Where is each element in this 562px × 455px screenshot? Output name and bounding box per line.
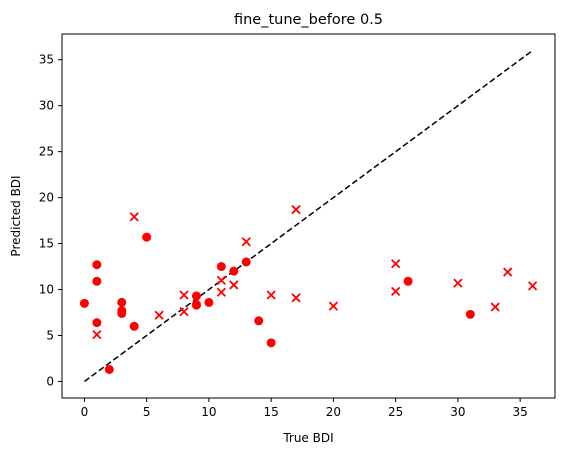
y-tick-label: 35	[39, 53, 54, 67]
plot-frame	[61, 33, 556, 399]
y-tick-label: 25	[39, 145, 54, 159]
x-marker-point	[191, 295, 202, 305]
circle-point	[79, 298, 89, 308]
x-tick-label: 5	[143, 405, 151, 419]
x-marker-point	[154, 310, 164, 320]
x-marker-point	[291, 293, 301, 303]
x-marker-point	[453, 278, 463, 288]
y-tick-label: 30	[39, 99, 54, 113]
circle-point	[204, 297, 214, 307]
x-marker-point	[129, 212, 139, 222]
x-tick-label: 25	[388, 405, 403, 419]
y-tick-label: 10	[39, 283, 54, 297]
x-marker-point	[229, 280, 239, 290]
circle-point	[117, 308, 127, 318]
y-tick-label: 0	[46, 374, 54, 388]
x-marker-point	[328, 301, 339, 311]
circle-point	[142, 232, 152, 242]
circle-point	[92, 260, 102, 270]
x-marker-point	[216, 287, 226, 297]
circle-point	[117, 297, 127, 307]
x-tick-label: 10	[201, 405, 216, 419]
x-axis-label: True BDI	[282, 431, 333, 445]
circle-point	[403, 276, 413, 286]
circle-point	[266, 338, 276, 348]
circle-point	[92, 318, 102, 328]
x-marker-point	[490, 302, 500, 312]
x-marker-point	[179, 306, 189, 317]
data-points	[79, 204, 538, 375]
y-axis-label: Predicted BDI	[9, 175, 23, 256]
x-marker-point	[241, 237, 251, 247]
circle-point	[229, 266, 239, 276]
circle-point	[129, 321, 139, 331]
x-tick-label: 35	[513, 405, 528, 419]
circle-point	[92, 276, 102, 286]
circle-point	[241, 257, 251, 267]
circle-point	[465, 309, 475, 319]
x-marker-point	[391, 259, 401, 269]
x-tick-label: 30	[450, 405, 465, 419]
x-tick-label: 20	[326, 405, 341, 419]
x-marker-point	[216, 275, 226, 285]
y-tick-label: 20	[39, 191, 54, 205]
reference-diagonal-line	[83, 49, 534, 383]
x-marker-point	[291, 204, 301, 215]
x-marker-point	[391, 286, 401, 297]
y-tick-label: 5	[46, 328, 54, 342]
x-marker-point	[503, 267, 513, 277]
x-tick-label: 0	[81, 405, 89, 419]
x-marker-point	[179, 290, 189, 300]
circle-point	[216, 262, 226, 272]
reference-line-group	[83, 49, 534, 383]
x-marker-point	[266, 290, 276, 300]
y-axis-ticks: 0 5 10 15 20 25 30 35	[39, 53, 62, 388]
x-marker-point	[92, 329, 102, 340]
chart-title: fine_tune_before 0.5	[234, 12, 383, 28]
x-tick-label: 15	[264, 405, 279, 419]
circle-point	[104, 365, 114, 375]
circle-point	[254, 316, 264, 326]
y-tick-label: 15	[39, 237, 54, 251]
x-axis-ticks: 0 5 10 15 20 25 30 35	[81, 398, 528, 419]
x-marker-point	[527, 281, 538, 291]
